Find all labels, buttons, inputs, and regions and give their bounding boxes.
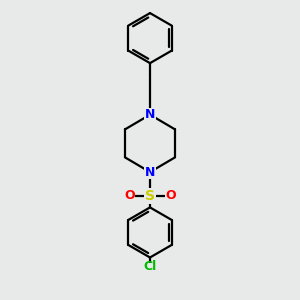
Text: O: O (165, 189, 176, 202)
Text: N: N (145, 108, 155, 121)
Text: O: O (124, 189, 135, 202)
Text: N: N (145, 166, 155, 178)
Text: Cl: Cl (143, 260, 157, 273)
Text: S: S (145, 189, 155, 202)
